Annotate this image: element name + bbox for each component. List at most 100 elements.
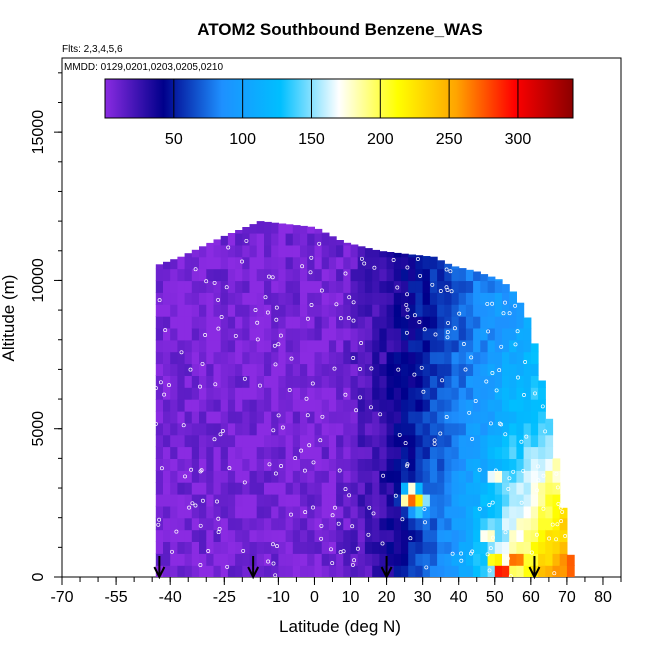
heatmap-cell: [314, 233, 323, 246]
heatmap-cell: [249, 292, 258, 305]
heatmap-cell: [494, 541, 503, 554]
heatmap-cell: [163, 351, 171, 365]
heatmap-cell: [429, 482, 438, 495]
heatmap-cell: [393, 553, 402, 566]
heatmap-cell: [487, 351, 496, 365]
heatmap-cell: [530, 343, 539, 353]
heatmap-cell: [516, 410, 525, 424]
heatmap-cell: [401, 529, 409, 542]
heatmap-cell: [473, 339, 481, 353]
heatmap-cell: [314, 541, 323, 554]
heatmap-cell: [343, 553, 352, 566]
heatmap-cell: [177, 505, 186, 519]
heatmap-cell: [422, 470, 431, 483]
heatmap-cell: [242, 327, 251, 341]
heatmap-cell: [235, 339, 243, 353]
heatmap-cell: [437, 363, 445, 376]
heatmap-cell: [328, 553, 337, 566]
heatmap-cell: [364, 292, 373, 305]
sample-point: [415, 257, 420, 261]
heatmap-cell: [336, 494, 344, 507]
heatmap-cell: [444, 351, 453, 365]
heatmap-cell: [444, 446, 453, 459]
heatmap-cell: [285, 470, 294, 483]
heatmap-cell: [408, 541, 416, 554]
heatmap-cell: [300, 565, 308, 577]
heatmap-cell: [502, 565, 510, 577]
heatmap-cell: [206, 553, 215, 566]
heatmap-cell: [523, 339, 532, 353]
heatmap-cell: [235, 565, 243, 577]
heatmap-cell: [256, 505, 265, 519]
heatmap-cell: [422, 363, 431, 376]
heatmap-cell: [256, 351, 265, 365]
heatmap-cell: [465, 541, 474, 554]
sample-point: [511, 469, 516, 474]
sample-point: [350, 524, 355, 529]
heatmap-cell: [458, 327, 467, 341]
heatmap-cell: [473, 387, 481, 400]
heatmap-cell: [264, 351, 272, 365]
heatmap-cell: [357, 482, 366, 495]
heatmap-cell: [451, 470, 460, 483]
heatmap-cell: [364, 410, 373, 424]
heatmap-cell: [206, 363, 215, 376]
sample-point: [309, 255, 314, 260]
sample-point: [258, 383, 262, 388]
heatmap-cell: [227, 292, 236, 305]
heatmap-cell: [350, 458, 359, 471]
heatmap-cell: [163, 529, 171, 542]
heatmap-cell: [206, 446, 215, 459]
heatmap-cell: [429, 553, 438, 566]
sample-point: [358, 367, 362, 371]
heatmap-cell: [451, 339, 460, 353]
heatmap-cell: [264, 399, 272, 412]
heatmap-cell: [199, 387, 207, 400]
heatmap-cell: [163, 422, 171, 436]
heatmap-cell: [552, 458, 561, 471]
heatmap-cell: [523, 482, 532, 495]
heatmap-cell: [199, 327, 207, 341]
heatmap-cell: [278, 517, 287, 531]
heatmap-cell: [487, 316, 496, 329]
heatmap-cell: [206, 505, 215, 519]
heatmap-cell: [271, 351, 279, 365]
heatmap-cell: [379, 327, 388, 341]
heatmap-cell: [213, 517, 222, 531]
heatmap-cell: [292, 339, 301, 353]
sample-point: [318, 438, 323, 443]
heatmap-cell: [163, 458, 171, 471]
heatmap-cell: [213, 239, 222, 246]
heatmap-cell: [220, 434, 229, 448]
heatmap-cell: [364, 494, 373, 507]
heatmap-cell: [314, 446, 323, 459]
sample-point: [355, 546, 360, 551]
heatmap-cell: [177, 422, 186, 436]
heatmap-cell: [271, 446, 279, 459]
heatmap-cell: [422, 387, 431, 400]
heatmap-cell: [163, 268, 171, 282]
heatmap-cell: [372, 249, 380, 258]
sample-point: [289, 512, 293, 517]
heatmap-cell: [328, 327, 337, 341]
heatmap-cell: [473, 327, 481, 341]
heatmap-cell: [264, 304, 272, 317]
heatmap-cell: [451, 292, 460, 305]
heatmap-cell: [566, 565, 575, 577]
heatmap-cell: [321, 505, 330, 519]
heatmap-cell: [155, 280, 164, 293]
sample-point: [400, 517, 405, 522]
heatmap-cell: [422, 434, 431, 448]
heatmap-cell: [415, 410, 424, 424]
heatmap-cell: [566, 554, 575, 566]
heatmap-cell: [480, 327, 489, 341]
sample-point: [157, 517, 162, 522]
heatmap-cell: [170, 280, 178, 293]
heatmap-cell: [321, 470, 330, 483]
heatmap-cell: [343, 316, 352, 329]
heatmap-cell: [206, 292, 215, 305]
heatmap-cell: [444, 339, 453, 353]
heatmap-cell: [292, 387, 301, 400]
heatmap-cell: [559, 517, 568, 531]
